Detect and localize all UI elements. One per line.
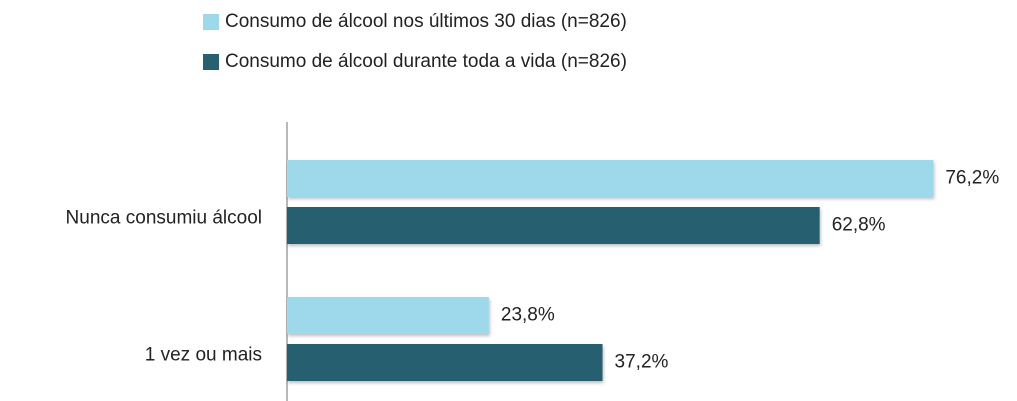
bar — [287, 160, 934, 197]
legend-label: Consumo de álcool durante toda a vida (n… — [225, 51, 627, 72]
value-label: 76,2% — [945, 168, 999, 189]
legend-label: Consumo de álcool nos últimos 30 dias (n… — [225, 11, 627, 32]
bar — [287, 344, 603, 381]
bar — [287, 297, 489, 334]
category-label: Nunca consumiu álcool — [66, 208, 262, 229]
value-label: 37,2% — [615, 352, 669, 373]
value-label: 62,8% — [832, 215, 886, 236]
category-label: 1 vez ou mais — [145, 345, 262, 366]
legend-swatch — [203, 54, 219, 70]
bar — [287, 207, 820, 244]
legend-swatch — [203, 14, 219, 30]
value-label: 23,8% — [501, 305, 555, 326]
